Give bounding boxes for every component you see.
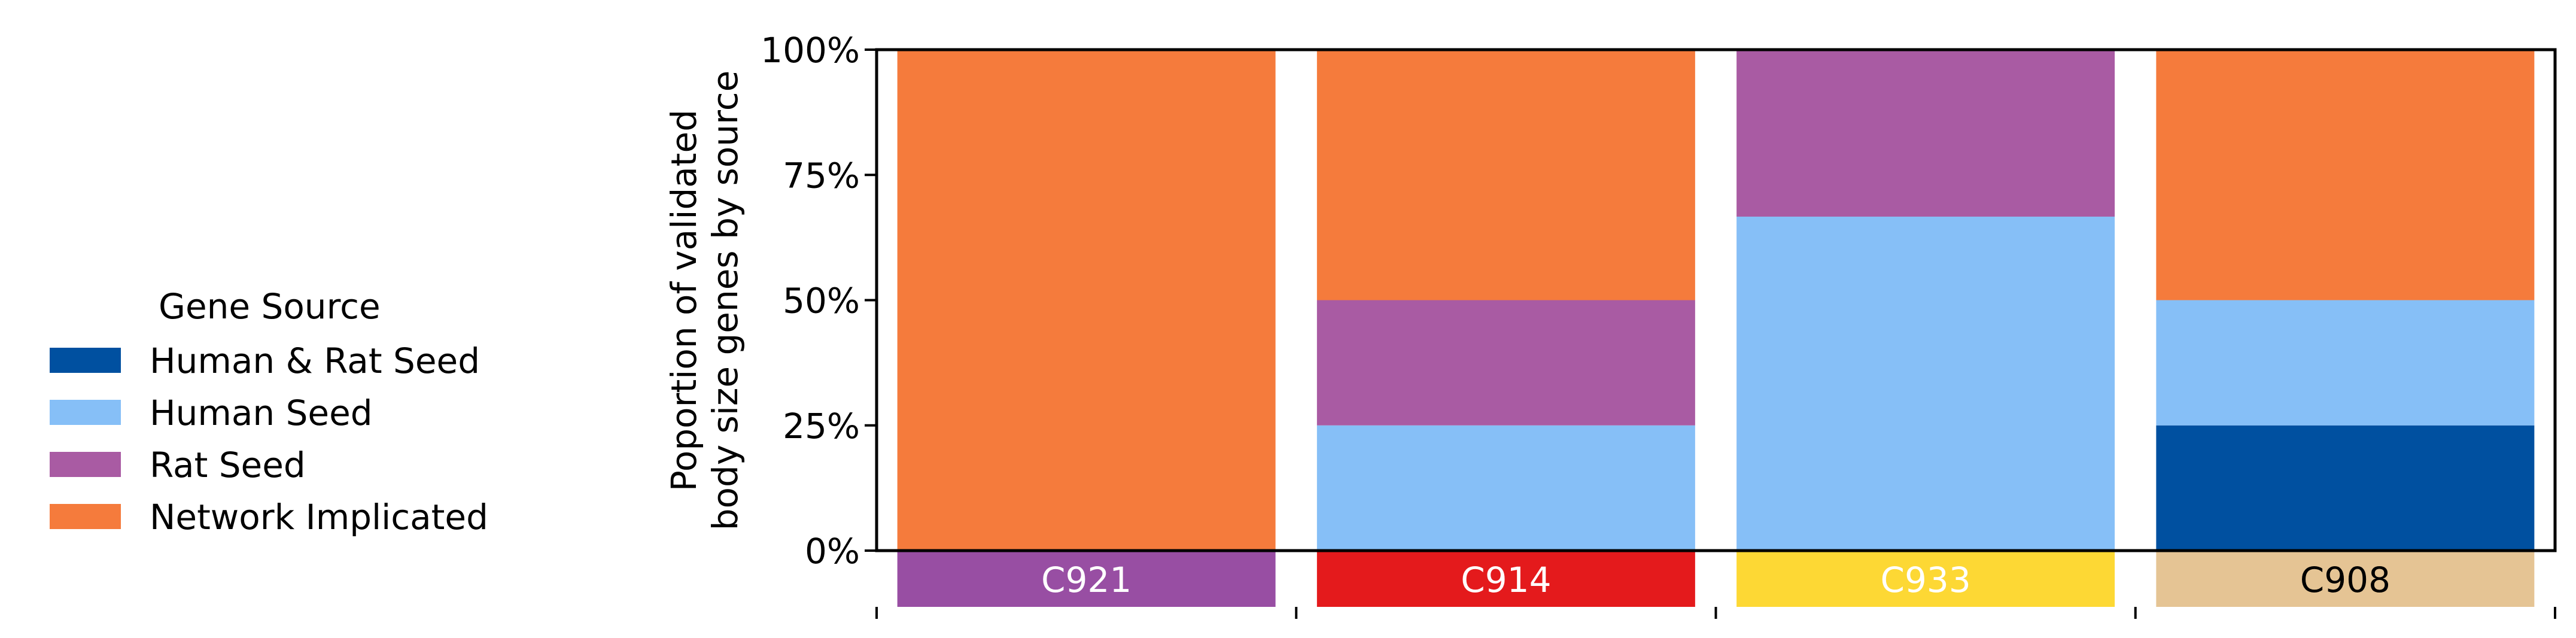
bar-c933-human-seed <box>1736 216 2115 551</box>
legend-swatch-network-implicated <box>50 504 121 529</box>
x-axis <box>875 607 2556 619</box>
bar-c908-network-implicated <box>2156 50 2535 300</box>
legend-title: Gene Source <box>159 286 381 327</box>
legend-label-human-seed: Human Seed <box>150 393 373 433</box>
legend: Gene Source Human & Rat Seed Human Seed Ra… <box>50 286 488 537</box>
y-tick-label: 0% <box>805 531 860 572</box>
category-label-c933: C933 <box>1881 560 1971 600</box>
category-strip-c914 <box>1316 552 1695 607</box>
bar-c914-rat-seed <box>1316 300 1695 426</box>
legend-swatch-human-rat-seed <box>50 348 121 373</box>
bar-c914-network-implicated <box>1316 50 1695 300</box>
y-tick-label: 25% <box>783 406 860 446</box>
legend-items: Human & Rat Seed Human Seed Rat Seed Networ… <box>50 341 488 537</box>
bar-c914-human-seed <box>1316 425 1695 551</box>
legend-label-rat-seed: Rat Seed <box>150 445 306 485</box>
y-axis: 0% 25% 50% 75% 100% <box>761 30 877 572</box>
bar-c908-human-rat-seed <box>2156 425 2535 551</box>
legend-label-network-implicated: Network Implicated <box>150 497 488 537</box>
bar-c908-human-seed <box>2156 300 2535 426</box>
plot-frame <box>875 48 2557 552</box>
legend-swatch-human-seed <box>50 400 121 425</box>
category-strip-c921 <box>897 552 1276 607</box>
legend-label-human-rat-seed: Human & Rat Seed <box>150 341 480 381</box>
category-label-c921: C921 <box>1041 560 1132 600</box>
y-axis-label-line-1: Poportion of validated <box>664 110 704 491</box>
legend-swatch-rat-seed <box>50 452 121 477</box>
y-tick-label: 75% <box>783 155 860 196</box>
category-strip-c908 <box>2156 552 2535 607</box>
y-tick-label: 100% <box>761 30 860 71</box>
category-label-c908: C908 <box>2300 560 2391 600</box>
bar-c921-network-implicated <box>897 50 1276 551</box>
y-tick-label: 50% <box>783 281 860 321</box>
category-label-c914: C914 <box>1461 560 1551 600</box>
category-strip-c933 <box>1736 552 2115 607</box>
y-axis-label-line-2: body size genes by source <box>705 71 746 531</box>
category-strips: C921 C914 C933 C908 <box>897 552 2535 607</box>
y-axis-label: Poportion of validated body size genes b… <box>664 71 746 531</box>
bar-c933-rat-seed <box>1736 50 2115 217</box>
bars <box>897 50 2535 551</box>
